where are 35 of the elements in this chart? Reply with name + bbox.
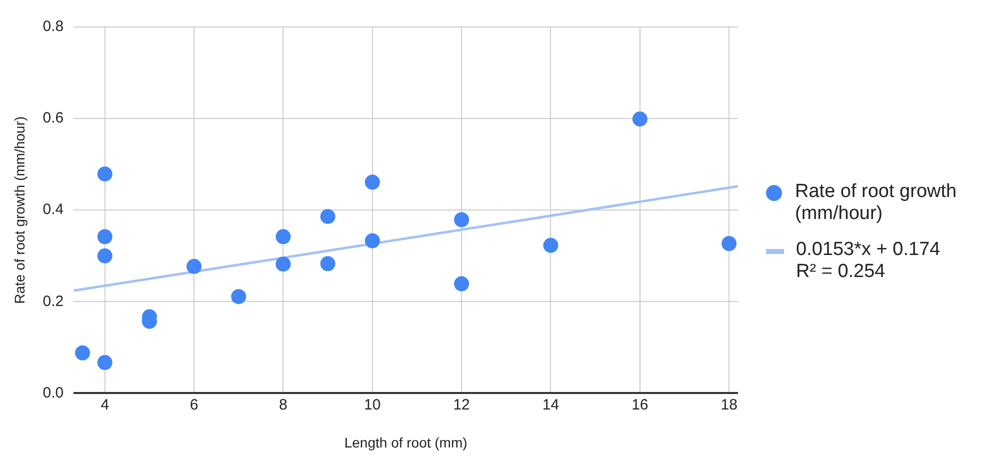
point	[632, 112, 648, 127]
y-tick-label: 0.8	[42, 18, 64, 36]
y-tick-label: 0.2	[42, 292, 64, 310]
point	[364, 174, 380, 190]
y-tick-label: 0.4	[42, 201, 64, 218]
x-axis-title: Length of root (mm)	[344, 434, 468, 450]
point	[454, 212, 470, 228]
y-axis-title: Rate of root growth (mm/hour)	[11, 116, 28, 304]
point	[75, 345, 90, 360]
x-tick-label: 6	[190, 396, 198, 414]
point	[320, 209, 336, 224]
point	[97, 166, 112, 182]
x-tick-label: 14	[542, 396, 560, 414]
point	[543, 238, 558, 253]
point	[276, 229, 291, 244]
x-tick-label: 12	[453, 396, 470, 414]
point	[231, 289, 246, 304]
point	[276, 256, 291, 272]
point	[722, 236, 737, 252]
legend-label: Rate of root growth (mm/hour)	[795, 181, 958, 225]
y-tick-label: 0.6	[42, 110, 64, 127]
x-tick-label: 18	[720, 396, 738, 414]
point	[97, 355, 112, 370]
point	[97, 229, 112, 244]
x-tick-label: 8	[279, 396, 288, 414]
legend-label: 0.0153*x + 0.174 R² = 0.254	[796, 239, 940, 283]
x-tick-label: 4	[100, 396, 110, 414]
x-tick-label: 16	[632, 396, 648, 414]
point	[454, 276, 470, 292]
point	[364, 233, 380, 248]
point	[186, 258, 202, 274]
y-tick-label: 0.0	[42, 384, 64, 402]
point	[320, 256, 336, 272]
x-tick-label: 10	[364, 396, 381, 414]
point	[97, 248, 112, 264]
